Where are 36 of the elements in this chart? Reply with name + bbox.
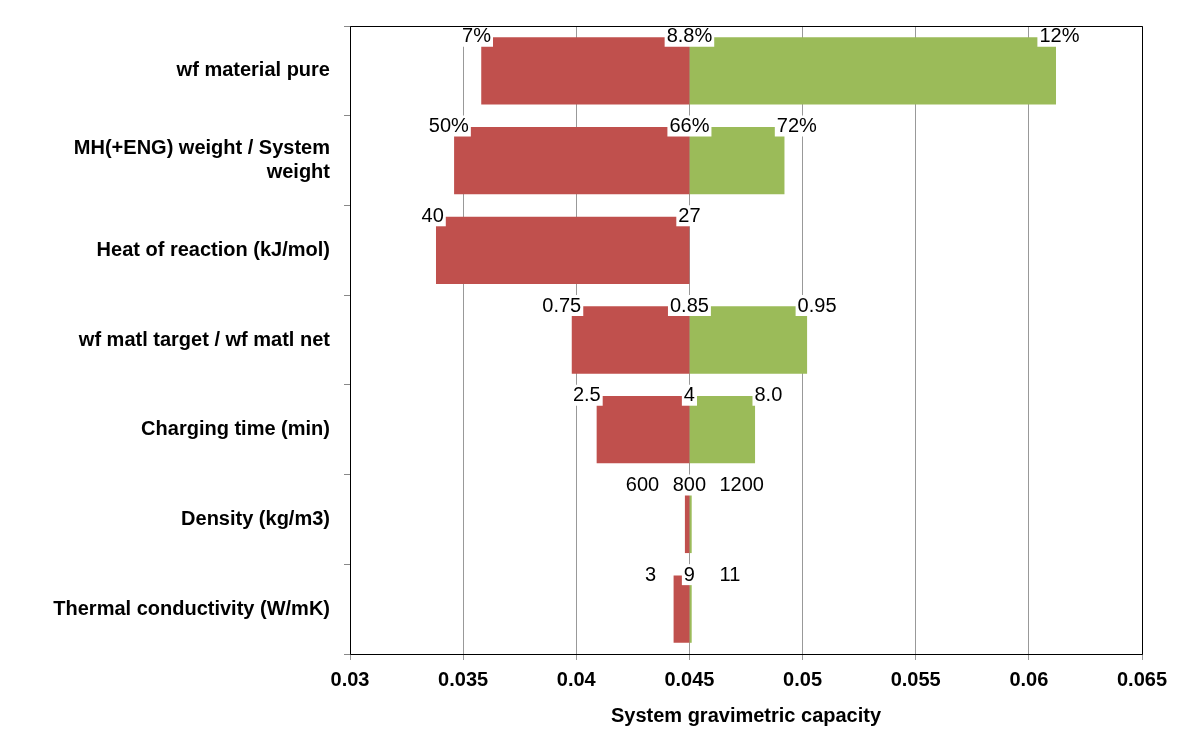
y-tick-label: Heat of reaction (kJ/mol): [96, 237, 330, 260]
x-tick-label: 0.05: [783, 667, 823, 690]
annotation: 0.75: [542, 293, 582, 316]
x-tick-label: 0.04: [556, 667, 597, 690]
x-tick-label: 0.065: [1116, 667, 1168, 690]
annotation: 600: [625, 472, 660, 495]
annotation: 8.0: [754, 383, 783, 406]
x-tick-label: 0.03: [330, 667, 370, 690]
y-tick-label: MH(+ENG) weight / System weight: [73, 136, 331, 183]
y-tick-label: wf material pure: [175, 58, 330, 81]
annotation: 8.8%: [666, 24, 713, 47]
annotation: 9: [683, 562, 695, 585]
x-tick-label: 0.06: [1009, 667, 1049, 690]
annotation: 2.5: [572, 383, 601, 406]
y-tick-label: Thermal conductivity (W/mK): [53, 596, 330, 619]
x-tick-label: 0.055: [890, 667, 941, 690]
annotation: 4: [683, 383, 695, 406]
y-tick-label: Density (kg/m3): [181, 506, 330, 529]
annotation: 72%: [776, 114, 818, 137]
x-tick-label: 0.035: [438, 667, 489, 690]
annotation: 11: [719, 562, 741, 585]
annotation: 66%: [669, 114, 710, 137]
x-axis-title: System gravimetric capacity: [610, 703, 882, 726]
y-tick-label: wf matl target / wf matl net: [77, 327, 331, 350]
annotation: 0.85: [669, 293, 709, 316]
annotation: 40: [421, 203, 444, 226]
annotation: 50%: [428, 114, 470, 137]
annotation: 27: [678, 203, 701, 226]
x-tick-label: 0.045: [664, 667, 715, 690]
annotation: 3: [644, 562, 657, 585]
annotation: 0.95: [797, 293, 837, 316]
annotation: 12%: [1039, 24, 1080, 47]
annotation: 1200: [719, 472, 764, 495]
y-tick-label: Charging time (min): [141, 417, 330, 440]
annotation: 7%: [462, 24, 492, 47]
annotation: 800: [672, 472, 707, 495]
